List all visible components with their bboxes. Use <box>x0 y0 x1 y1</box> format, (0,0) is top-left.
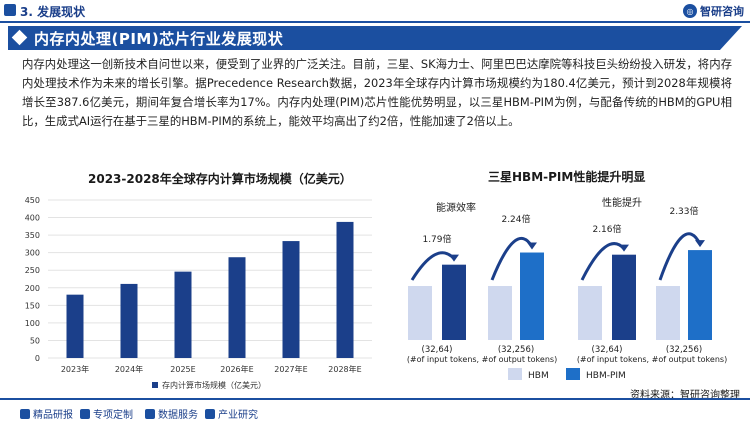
hbm-bar <box>578 286 602 340</box>
top-divider <box>0 21 750 23</box>
arrow-head-icon <box>449 254 459 262</box>
y-tick-label: 50 <box>30 336 40 345</box>
footer-divider <box>0 398 750 400</box>
y-tick-label: 250 <box>25 266 40 275</box>
custom-icon <box>80 408 90 419</box>
axis-note: (#of input tokens, #of output tokens) <box>407 355 557 364</box>
y-tick-label: 300 <box>25 249 40 258</box>
y-tick-label: 400 <box>25 214 40 223</box>
left-chart-title: 2023-2028年全球存内计算市场规模（亿美元） <box>88 172 352 186</box>
arrow-head-icon <box>695 240 705 248</box>
multiplier-label: 2.16倍 <box>592 223 621 235</box>
hbm-bar <box>488 286 512 340</box>
legend-swatch <box>152 382 158 388</box>
legend-label: 存内计算市场规模（亿美元） <box>162 380 266 390</box>
y-tick-label: 150 <box>25 301 40 310</box>
bar <box>336 221 354 358</box>
x-tick-label: 2026年E <box>220 364 253 374</box>
x-tick-label: 2024年 <box>115 364 143 374</box>
right-chart-title: 三星HBM-PIM性能提升明显 <box>488 170 646 184</box>
title-banner <box>8 26 742 50</box>
report-icon <box>20 408 30 419</box>
hbm-pim-bar <box>520 252 544 340</box>
top-bar: 3. 发展现状 ◎ 智研咨询 <box>0 0 750 22</box>
market-size-chart: 0 50 100 150 200 250 300 350 400 450 2023年 2024年 202… <box>25 196 372 390</box>
logo-text: 智研咨询 <box>700 5 744 18</box>
bar <box>66 294 84 358</box>
x-tick-label: (32,64) <box>592 345 623 355</box>
group-label: 性能提升 <box>602 196 642 209</box>
intro-paragraph: 内存内处理这一创新技术自问世以来，便受到了业界的广泛关注。目前，三星、SK海力士… <box>22 57 732 128</box>
axis-note: (#of input tokens, #of output tokens) <box>577 355 727 364</box>
legend-swatch-hbm <box>508 368 522 380</box>
y-tick-label: 100 <box>25 319 40 328</box>
y-tick-label: 450 <box>25 196 40 205</box>
page-title: 内存内处理(PIM)芯片行业发展现状 <box>34 30 284 48</box>
legend-swatch-hbm-pim <box>566 368 580 380</box>
legend-label-hbm: HBM <box>528 371 549 381</box>
footer-item-data[interactable]: 数据服务 <box>145 406 198 421</box>
x-tick-label: 2025E <box>170 365 195 374</box>
hbm-pim-bar <box>688 250 712 340</box>
bar <box>120 283 138 358</box>
data-icon <box>145 408 155 419</box>
y-tick-label: 200 <box>25 284 40 293</box>
research-icon <box>205 408 215 419</box>
legend-label-hbm-pim: HBM-PIM <box>586 371 626 381</box>
source-note: 资料来源：智研咨询整理 <box>630 390 740 401</box>
brand-logo: ◎ 智研咨询 <box>683 3 744 19</box>
bar <box>228 257 246 358</box>
hbm-pim-bar <box>612 254 636 340</box>
x-tick-label: 2027年E <box>274 364 307 374</box>
x-tick-label: (32,256) <box>666 345 702 355</box>
x-tick-label: (32,256) <box>498 345 534 355</box>
arrow-head-icon <box>527 242 537 250</box>
logo-icon: ◎ <box>683 4 697 18</box>
section-badge-icon <box>4 4 16 16</box>
hbm-pim-bar <box>442 264 466 340</box>
arrow-arc <box>658 232 702 281</box>
hbm-bar <box>408 286 432 340</box>
footer-item-reports[interactable]: 精品研报 <box>20 406 73 421</box>
footer-item-research[interactable]: 产业研究 <box>205 406 258 421</box>
y-tick-label: 350 <box>25 231 40 240</box>
x-tick-label: 2028年E <box>328 364 361 374</box>
hbm-bar <box>656 286 680 340</box>
bar <box>282 241 300 358</box>
group-label: 能源效率 <box>436 201 476 214</box>
x-tick-label: (32,64) <box>422 345 453 355</box>
multiplier-label: 2.33倍 <box>669 205 698 217</box>
section-label: 3. 发展现状 <box>20 5 86 19</box>
footer-item-custom[interactable]: 专项定制 <box>80 406 133 421</box>
multiplier-label: 2.24倍 <box>501 213 530 225</box>
bar <box>174 271 192 358</box>
arrow-head-icon <box>619 244 629 252</box>
x-tick-label: 2023年 <box>61 364 89 374</box>
multiplier-label: 1.79倍 <box>422 233 451 245</box>
footer: 精品研报 专项定制 数据服务 产业研究 <box>0 404 750 422</box>
y-tick-label: 0 <box>35 354 40 363</box>
arrow-arc <box>490 236 534 281</box>
